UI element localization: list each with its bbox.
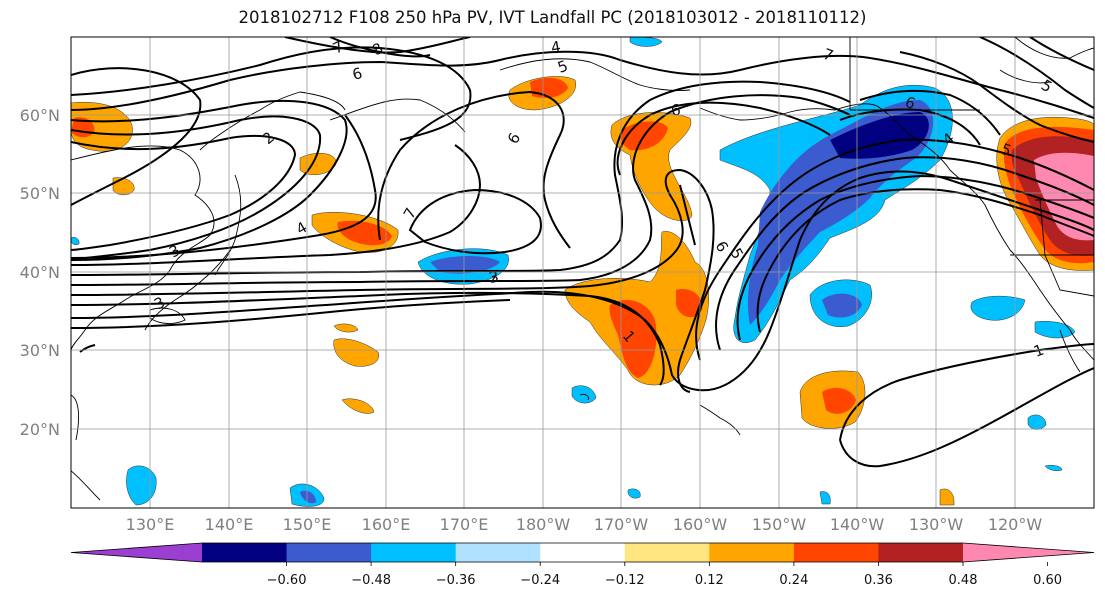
colorbar-segment	[202, 543, 288, 562]
colorbar-extend-high	[963, 543, 1094, 562]
colorbar-outline	[70, 542, 1095, 563]
colorbar-tick-label: 0.48	[949, 573, 978, 588]
colorbar-tick-label: −0.12	[605, 573, 645, 588]
colorbar-extend-low	[71, 543, 202, 562]
colorbar-tick-label: −0.48	[351, 573, 391, 588]
colorbar-segment	[371, 543, 457, 562]
contour-label: 4	[550, 38, 563, 57]
lon-label: 140°W	[830, 515, 885, 534]
colorbar-segment	[455, 543, 541, 562]
pv-contours	[71, 37, 1094, 468]
lon-label: 120°W	[988, 515, 1043, 534]
coastlines	[71, 37, 1094, 501]
colorbar-segment	[286, 543, 372, 562]
pos-anom-left-edge	[71, 102, 133, 152]
lat-label: 20°N	[20, 420, 60, 439]
lon-label: 150°E	[283, 515, 332, 534]
colorbar-segment	[878, 543, 964, 562]
lat-label: 40°N	[20, 263, 60, 282]
colorbar-ticks: −0.60 −0.48 −0.36 −0.24 −0.12 0.12 0.24 0.36 0.4…	[267, 562, 1062, 588]
lat-label: 60°N	[20, 106, 60, 125]
contour-label: 2	[488, 268, 501, 287]
longitude-labels: 130°E 140°E 150°E 160°E 170°E 180°W 170°…	[126, 515, 1043, 534]
lat-label: 50°N	[20, 184, 60, 203]
lat-label: 30°N	[20, 341, 60, 360]
lon-label: 130°W	[909, 515, 964, 534]
lon-label: 140°E	[205, 515, 254, 534]
map-title: 2018102712 F108 250 hPa PV, IVT Landfall…	[238, 8, 867, 27]
lon-label: 160°E	[362, 515, 411, 534]
lon-label: 160°W	[673, 515, 728, 534]
colorbar-tick-label: −0.60	[267, 573, 307, 588]
colorbar-tick-label: 0.60	[1033, 573, 1062, 588]
colorbar-tick-label: 0.12	[695, 573, 724, 588]
contour-label: 3	[488, 268, 501, 287]
colorbar	[70, 542, 1095, 563]
colorbar-tick-label: 0.24	[779, 573, 808, 588]
colorbar-segment	[709, 543, 795, 562]
map-frame	[70, 36, 1095, 509]
lon-label: 170°W	[594, 515, 649, 534]
colorbar-segment	[624, 543, 710, 562]
lon-label: 130°E	[126, 515, 175, 534]
lon-label: 180°W	[516, 515, 571, 534]
colorbar-segment	[793, 543, 879, 562]
gridlines	[71, 37, 1094, 508]
pos-anom-small-3	[333, 338, 380, 367]
colorbar-tick-label: −0.36	[436, 573, 476, 588]
latitude-labels: 60°N 50°N 40°N 30°N 20°N	[20, 106, 60, 439]
contour-label: 6	[350, 64, 364, 84]
lon-label: 170°E	[440, 515, 489, 534]
colorbar-tick-label: −0.24	[520, 573, 560, 588]
colorbar-segment	[540, 543, 626, 562]
colorbar-tick-label: 0.36	[864, 573, 893, 588]
lon-label: 150°W	[752, 515, 807, 534]
